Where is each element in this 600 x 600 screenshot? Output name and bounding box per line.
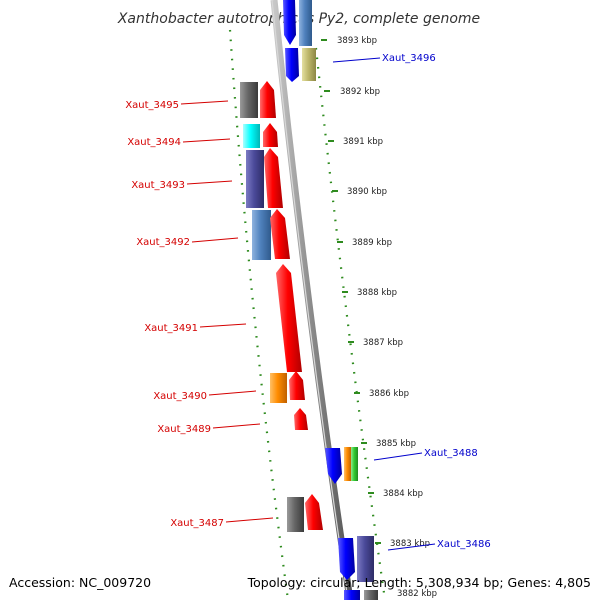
label-leader-line	[332, 57, 381, 63]
gene-label[interactable]: Xaut_3488	[424, 448, 478, 459]
genome-summary-text: Topology: circular; Length: 5,308,934 bp…	[247, 575, 591, 590]
gene-block-blue[interactable]	[344, 590, 360, 600]
gene-label[interactable]: Xaut_3489	[157, 424, 211, 435]
gene-arrow-red[interactable]	[305, 494, 323, 530]
gene-block-steelblue[interactable]	[252, 210, 271, 260]
scale-tick-label: 3892 kbp	[340, 87, 380, 97]
label-leader-line	[387, 543, 436, 551]
gene-label[interactable]: Xaut_3495	[125, 100, 179, 111]
scale-tick-label: 3891 kbp	[343, 137, 383, 147]
gene-label[interactable]: Xaut_3490	[153, 391, 207, 402]
gene-arrow-blue[interactable]	[285, 48, 299, 82]
scale-tick-label: 3888 kbp	[357, 288, 397, 298]
outer-ring-border-right	[314, 47, 387, 600]
reverse-strand-features	[240, 81, 323, 532]
gene-block-orange[interactable]	[270, 373, 287, 403]
label-leader-line	[186, 180, 233, 185]
gene-block-gray[interactable]	[240, 82, 258, 118]
label-leader-line	[199, 323, 247, 328]
accession-text: Accession: NC_009720	[9, 575, 151, 590]
gene-block-gray[interactable]	[364, 590, 378, 600]
gene-label[interactable]: Xaut_3496	[382, 53, 436, 64]
scale-ticks: 3893 kbp 3892 kbp 3891 kbp 3890 kbp 3889…	[321, 36, 437, 599]
scale-tick-label: 3885 kbp	[376, 439, 416, 449]
label-leader-line	[373, 452, 423, 461]
gene-block-slate[interactable]	[246, 150, 264, 208]
scale-tick-label: 3893 kbp	[337, 36, 377, 46]
gene-label[interactable]: Xaut_3491	[144, 323, 198, 334]
gene-arrow-blue[interactable]	[283, 0, 296, 45]
gene-arrow-red[interactable]	[289, 371, 305, 400]
gene-block-cyan[interactable]	[243, 124, 260, 148]
gene-arrow-blue[interactable]	[338, 538, 355, 580]
right-gene-labels: Xaut_3496 Xaut_3488 Xaut_3486	[332, 53, 491, 551]
left-gene-labels: Xaut_3495 Xaut_3494 Xaut_3493 Xaut_3492 …	[125, 100, 274, 529]
scale-tick-label: 3887 kbp	[363, 338, 403, 348]
gene-label[interactable]: Xaut_3492	[136, 237, 190, 248]
gene-block-gray[interactable]	[287, 497, 304, 532]
scale-tick-label: 3882 kbp	[397, 589, 437, 599]
gene-block-khaki[interactable]	[302, 48, 316, 81]
label-leader-line	[225, 517, 274, 523]
gene-block-slate[interactable]	[357, 536, 374, 582]
gene-arrow-red[interactable]	[294, 408, 308, 430]
forward-strand-features	[283, 0, 378, 600]
scale-tick-label: 3884 kbp	[383, 489, 423, 499]
genome-backbone	[270, 0, 354, 600]
gene-label[interactable]: Xaut_3487	[170, 518, 224, 529]
gene-label[interactable]: Xaut_3486	[437, 539, 491, 550]
scale-tick-label: 3890 kbp	[347, 187, 387, 197]
gene-block-orange[interactable]	[344, 447, 351, 481]
label-leader-line	[191, 237, 239, 243]
scale-tick-label: 3889 kbp	[352, 238, 392, 248]
gene-arrow-red[interactable]	[263, 123, 278, 147]
gene-block-steelblue[interactable]	[299, 0, 312, 46]
label-leader-line	[182, 138, 231, 143]
gene-arrow-red[interactable]	[270, 209, 290, 259]
scale-tick-label: 3886 kbp	[369, 389, 409, 399]
outer-ring-border-left	[228, 29, 290, 600]
gene-label[interactable]: Xaut_3494	[127, 137, 181, 148]
scale-tick-label: 3883 kbp	[390, 539, 430, 549]
gene-arrow-red[interactable]	[276, 264, 302, 372]
map-title: Xanthobacter autotrophicus Py2, complete…	[117, 11, 480, 27]
label-leader-line	[208, 390, 257, 396]
gene-arrow-blue[interactable]	[325, 448, 342, 484]
gene-block-green[interactable]	[351, 447, 358, 481]
gene-label[interactable]: Xaut_3493	[131, 180, 185, 191]
gene-arrow-red[interactable]	[264, 148, 283, 208]
label-leader-line	[180, 100, 229, 105]
gene-arrow-red[interactable]	[260, 81, 276, 118]
label-leader-line	[212, 423, 261, 429]
